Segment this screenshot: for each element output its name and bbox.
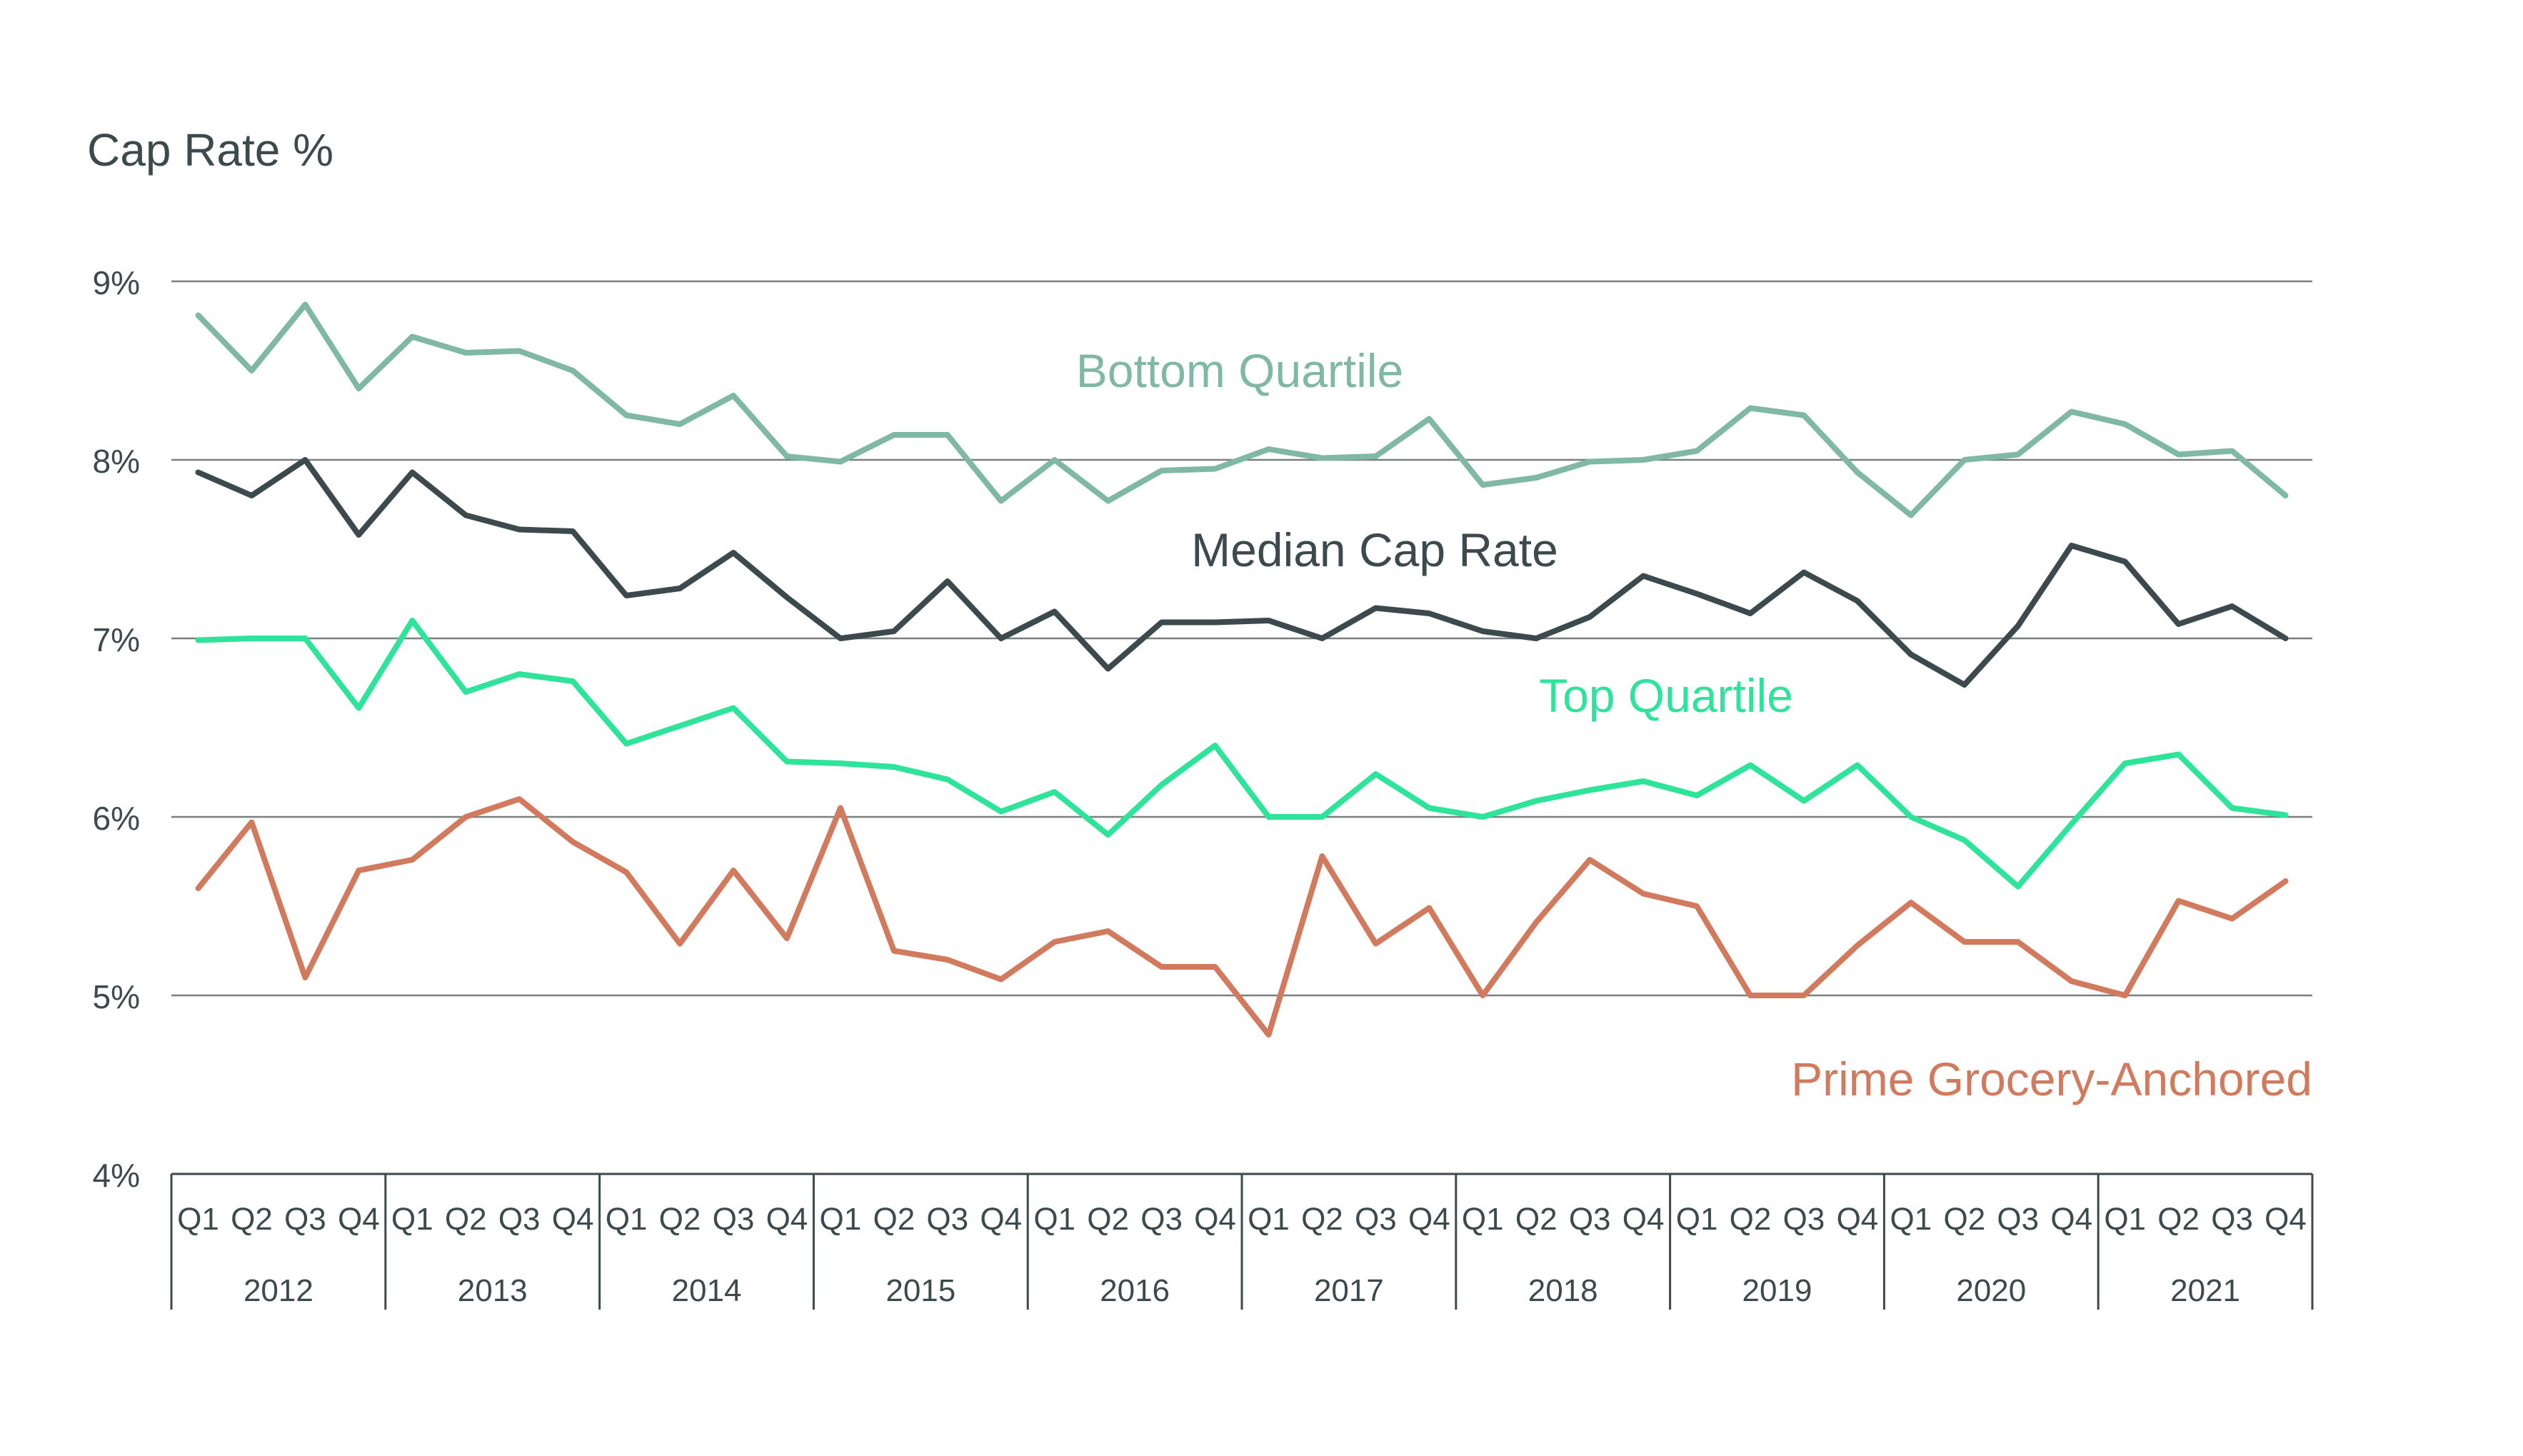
quarter-tick-label: Q3	[1140, 1202, 1183, 1237]
quarter-tick-label: Q4	[980, 1202, 1022, 1237]
quarter-tick-label: Q3	[713, 1202, 755, 1237]
y-axis-title: Cap Rate %	[87, 124, 333, 176]
quarter-tick-label: Q3	[926, 1202, 968, 1237]
y-tick-label: 8%	[93, 443, 140, 480]
quarter-tick-label: Q2	[1515, 1202, 1558, 1237]
quarter-tick-label: Q1	[1248, 1202, 1290, 1237]
year-tick-label: 2019	[1742, 1273, 1812, 1308]
y-tick-label: 6%	[93, 800, 140, 837]
quarter-tick-label: Q4	[2050, 1202, 2092, 1237]
year-tick-label: 2012	[244, 1273, 314, 1308]
quarter-tick-label: Q3	[1569, 1202, 1611, 1237]
quarter-tick-label: Q1	[1033, 1202, 1075, 1237]
quarter-tick-label: Q1	[820, 1202, 862, 1237]
series-label-top-quartile: Top Quartile	[1539, 669, 1793, 722]
year-tick-label: 2018	[1528, 1273, 1598, 1308]
quarter-tick-label: Q4	[1408, 1202, 1450, 1237]
quarter-tick-label: Q2	[445, 1202, 487, 1237]
series-lines	[195, 301, 2289, 1038]
quarter-tick-label: Q1	[177, 1202, 219, 1237]
quarter-tick-label: Q4	[1194, 1202, 1236, 1237]
series-label-median-cap-rate: Median Cap Rate	[1191, 523, 1558, 576]
quarter-tick-label: Q1	[2104, 1202, 2146, 1237]
quarter-tick-label: Q2	[1087, 1202, 1129, 1237]
quarter-tick-label: Q4	[338, 1202, 380, 1237]
series-label-prime-grocery-anchored: Prime Grocery-Anchored	[1791, 1053, 2312, 1105]
y-tick-label: 9%	[93, 264, 140, 301]
quarter-tick-label: Q2	[659, 1202, 701, 1237]
quarter-tick-label: Q2	[873, 1202, 915, 1237]
year-tick-label: 2021	[2170, 1273, 2240, 1308]
quarter-tick-label: Q1	[1890, 1202, 1932, 1237]
quarter-tick-label: Q3	[2211, 1202, 2253, 1237]
quarter-tick-label: Q4	[552, 1202, 594, 1237]
x-axis: Q1 Q2 Q3 Q4 2012 Q1 Q2 Q3 Q4 2013 Q1 Q2 Q3 Q4 2014 Q1 Q2…	[170, 1173, 2314, 1310]
y-tick-label: 4%	[93, 1157, 140, 1194]
quarter-tick-label: Q2	[1301, 1202, 1343, 1237]
year-tick-label: 2020	[1956, 1273, 2026, 1308]
series-line-median-cap-rate	[195, 457, 2289, 688]
quarter-tick-label: Q1	[606, 1202, 648, 1237]
series-labels: Bottom Quartile Median Cap Rate Top Quarti…	[1076, 344, 2312, 1105]
gridlines	[171, 280, 2312, 997]
year-tick-label: 2014	[672, 1273, 742, 1308]
series-label-bottom-quartile: Bottom Quartile	[1076, 344, 1404, 397]
series-line-bottom-quartile	[195, 301, 2289, 518]
quarter-tick-label: Q3	[498, 1202, 541, 1237]
quarter-tick-label: Q4	[1837, 1202, 1879, 1237]
quarter-tick-label: Q2	[2157, 1202, 2200, 1237]
quarter-tick-label: Q3	[284, 1202, 326, 1237]
quarter-tick-label: Q3	[1783, 1202, 1825, 1237]
year-tick-label: 2015	[886, 1273, 955, 1308]
year-tick-label: 2013	[458, 1273, 528, 1308]
quarter-tick-label: Q3	[1997, 1202, 2039, 1237]
quarter-tick-label: Q4	[1622, 1202, 1665, 1237]
quarter-tick-label: Q2	[1943, 1202, 1985, 1237]
year-tick-label: 2016	[1100, 1273, 1170, 1308]
quarter-tick-label: Q4	[766, 1202, 808, 1237]
quarter-tick-label: Q1	[1676, 1202, 1718, 1237]
quarter-tick-label: Q1	[1462, 1202, 1504, 1237]
year-tick-label: 2017	[1314, 1273, 1384, 1308]
y-tick-labels: 4% 5% 6% 7% 8% 9%	[93, 264, 140, 1194]
series-line-prime-grocery-anchored	[195, 796, 2289, 1038]
quarter-tick-label: Q2	[1730, 1202, 1772, 1237]
series-line-top-quartile	[195, 618, 2289, 890]
y-tick-label: 7%	[93, 621, 140, 658]
quarter-tick-label: Q3	[1355, 1202, 1397, 1237]
quarter-tick-label: Q4	[2264, 1202, 2307, 1237]
quarter-tick-label: Q2	[231, 1202, 273, 1237]
y-tick-label: 5%	[93, 978, 140, 1015]
quarter-tick-label: Q1	[391, 1202, 433, 1237]
